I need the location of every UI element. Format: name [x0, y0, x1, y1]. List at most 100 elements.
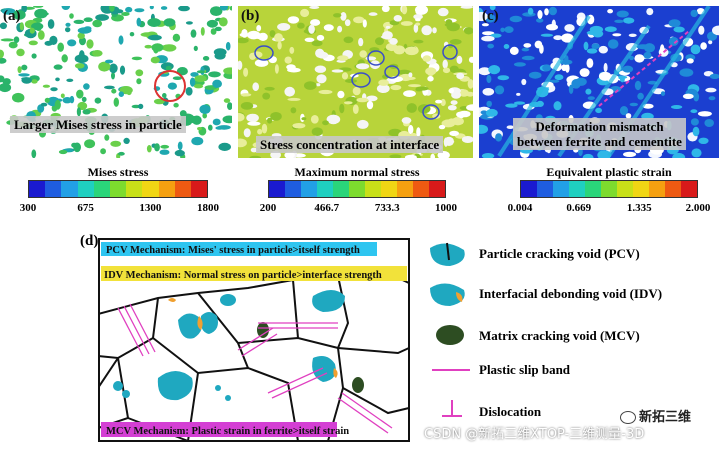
panel-a-image: [0, 6, 232, 158]
particle-mark: [622, 65, 634, 73]
panel-b-label: (b): [241, 8, 260, 24]
particle-mark: [194, 75, 207, 83]
particle-mark: [668, 36, 679, 46]
particle-mark: [44, 97, 50, 103]
particle-mark: [94, 97, 102, 104]
particle-mark: [240, 93, 252, 97]
particle-mark: [447, 118, 456, 125]
particle-mark: [628, 33, 637, 37]
panel-c: (c) Deformation mismatch between ferrite…: [479, 6, 719, 158]
particle-mark: [503, 44, 510, 49]
particle-mark: [390, 84, 402, 91]
particle-mark: [619, 75, 625, 83]
particle-mark: [256, 25, 262, 32]
colorbar-gradient: [28, 180, 208, 198]
colorbar-swatch: [269, 181, 285, 197]
panel-a: (a) Larger Mises stress in particle: [0, 6, 232, 158]
particle-mark: [31, 79, 38, 84]
particle-mark: [109, 6, 115, 12]
colorbar-plastic-strain: Equivalent plastic strain 0.004 0.669 1.…: [508, 165, 711, 220]
particle-mark: [415, 6, 428, 15]
particle-mark: [598, 71, 612, 81]
particle-mark: [69, 13, 74, 19]
particle-mark: [73, 19, 85, 24]
particle-mark: [668, 19, 681, 28]
particle-mark: [660, 91, 666, 96]
particle-mark: [585, 88, 592, 95]
particle-mark: [575, 77, 587, 86]
particle-mark: [254, 59, 269, 67]
particle-mark: [450, 100, 458, 105]
colorbar-title: Equivalent plastic strain: [546, 165, 672, 179]
particle-mark: [494, 85, 505, 95]
colorbar-gradient: [268, 180, 446, 198]
particle-mark: [561, 33, 574, 43]
particle-mark: [2, 78, 11, 85]
particle-mark: [437, 7, 449, 17]
particle-mark: [579, 68, 590, 77]
particle-mark: [212, 118, 221, 126]
colorbar-swatch: [301, 181, 317, 197]
particle-mark: [537, 10, 543, 19]
particle-mark: [705, 87, 717, 93]
particle-mark: [104, 134, 110, 141]
colorbar-swatch: [397, 181, 413, 197]
colorbar-mises: Mises stress 300 675 1300 1800: [20, 165, 219, 220]
colorbar-swatch: [349, 181, 365, 197]
particle-mark: [308, 24, 315, 34]
particle-mark: [381, 6, 390, 13]
particle-mark: [393, 15, 402, 22]
particle-mark: [704, 119, 714, 127]
colorbar-swatch: [681, 181, 697, 197]
particle-mark: [583, 41, 589, 51]
particle-mark: [322, 120, 329, 126]
particle-mark: [98, 61, 111, 72]
particle-mark: [509, 46, 519, 56]
particle-mark: [356, 97, 369, 103]
colorbar-swatch: [142, 181, 159, 197]
tick-label: 200: [259, 202, 277, 214]
particle-mark: [100, 148, 106, 155]
particle-mark: [138, 103, 144, 110]
particle-mark: [74, 54, 89, 64]
particle-mark: [217, 125, 231, 130]
particle-mark: [196, 70, 205, 74]
particle-mark: [686, 58, 694, 64]
particle-mark: [246, 113, 259, 123]
particle-mark: [698, 25, 705, 35]
particle-mark: [451, 91, 462, 99]
legend-mcv-icon: [436, 325, 464, 345]
particle-mark: [554, 74, 564, 81]
colorbar-swatch: [61, 181, 78, 197]
particle-mark: [110, 140, 122, 147]
legend-slip-band: Plastic slip band: [479, 362, 571, 377]
particle-mark: [241, 29, 248, 38]
particle-mark: [568, 84, 574, 95]
particle-mark: [119, 65, 126, 75]
particle-mark: [229, 6, 232, 11]
particle-mark: [690, 9, 698, 18]
particle-mark: [0, 75, 5, 83]
particle-mark: [442, 59, 448, 69]
particle-mark: [159, 149, 170, 155]
particle-mark: [449, 130, 459, 137]
legend-idv: Interfacial debonding void (IDV): [479, 286, 663, 301]
particle-mark: [238, 138, 247, 148]
particle-mark: [151, 43, 164, 52]
particle-mark: [218, 17, 228, 27]
particle-mark: [135, 69, 144, 77]
particle-mark: [413, 39, 424, 44]
particle-mark: [92, 19, 103, 28]
particle-mark: [408, 84, 421, 88]
particle-mark: [261, 123, 268, 134]
particle-mark: [287, 67, 301, 73]
particle-mark: [289, 46, 295, 54]
particle-mark: [149, 6, 154, 10]
particle-mark: [506, 125, 514, 129]
particle-mark: [21, 64, 28, 71]
legend-pcv: Particle cracking void (PCV): [479, 246, 640, 261]
particle-mark: [443, 137, 448, 147]
particle-mark: [488, 65, 501, 75]
panel-a-caption: Larger Mises stress in particle: [10, 116, 186, 133]
particle-mark: [33, 6, 44, 8]
